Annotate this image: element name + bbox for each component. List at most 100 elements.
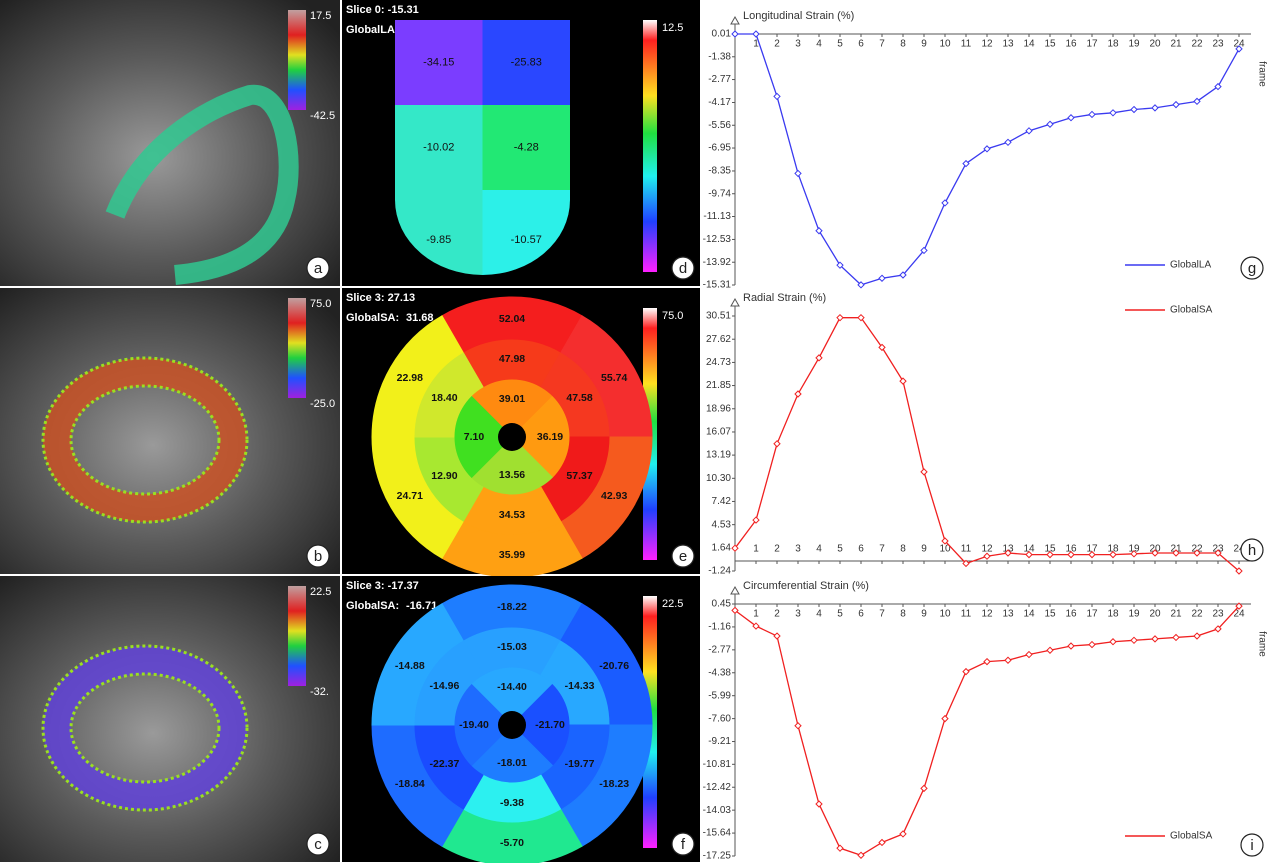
segment-value: -10.57 (511, 234, 542, 246)
x-tick-label: 11 (961, 609, 972, 620)
y-tick-label: 0.01 (712, 29, 732, 40)
x-tick-label: 4 (816, 609, 822, 620)
chart-title: Circumferential Strain (%) (743, 580, 869, 592)
x-tick-label: 9 (921, 39, 927, 50)
x-tick-label: 16 (1065, 609, 1077, 620)
segment-value: 57.37 (566, 470, 592, 482)
x-tick-label: 6 (858, 609, 864, 620)
x-tick-label: 12 (981, 609, 993, 620)
y-tick-label: -15.31 (703, 280, 732, 291)
y-tick-label: -6.95 (708, 143, 731, 154)
panel-label: h (1248, 542, 1256, 559)
chart-title: Radial Strain (%) (743, 292, 826, 304)
x-tick-label: 11 (961, 39, 972, 50)
x-tick-label: 20 (1149, 39, 1161, 50)
y-tick-label: 10.30 (706, 473, 731, 484)
segment-value: -21.70 (535, 719, 565, 731)
x-tick-label: 2 (774, 609, 780, 620)
segment-value: 7.10 (464, 431, 485, 443)
x-tick-label: 15 (1044, 609, 1056, 620)
x-tick-label: 13 (1002, 609, 1014, 620)
legend-label: GlobalSA (1170, 831, 1213, 842)
y-tick-label: -1.16 (708, 622, 731, 633)
y-tick-label: -2.77 (708, 644, 731, 655)
panel-label: g (1248, 260, 1256, 277)
colorbar (288, 586, 306, 686)
segment-value: 35.99 (499, 549, 525, 561)
x-axis-label: frame (1256, 631, 1267, 657)
colorbar-max: 22.5 (310, 586, 331, 598)
slice-label: Slice 3: -17.37 (346, 580, 419, 592)
segment-value: -18.01 (497, 757, 527, 769)
segment-value: -19.77 (565, 758, 595, 770)
legend-label: GlobalLA (1170, 260, 1211, 271)
x-tick-label: 22 (1191, 609, 1203, 620)
x-tick-label: 23 (1212, 609, 1224, 620)
segment-value: -34.15 (423, 56, 454, 68)
y-tick-label: 24.73 (706, 357, 731, 368)
segment-value: -14.33 (565, 680, 595, 692)
x-tick-label: 18 (1107, 609, 1119, 620)
x-tick-label: 9 (921, 609, 927, 620)
y-tick-label: 18.96 (706, 403, 731, 414)
chart-title: Longitudinal Strain (%) (743, 10, 854, 22)
x-tick-label: 14 (1023, 39, 1035, 50)
x-axis-label: frame (1256, 61, 1267, 87)
colorbar (643, 20, 657, 272)
segment-value: -14.40 (497, 681, 527, 693)
colorbar-min: -25.0 (310, 398, 335, 410)
y-tick-label: -15.64 (703, 828, 732, 839)
x-tick-label: 3 (795, 609, 801, 620)
segment-value: -5.70 (500, 837, 524, 849)
segment-value: -9.85 (426, 234, 451, 246)
panel-label: c (314, 836, 322, 853)
x-tick-label: 16 (1065, 39, 1077, 50)
y-tick-label: -9.74 (708, 188, 731, 199)
page: { "images": [ {"label": "a", "colorbar_m… (0, 0, 1282, 863)
x-tick-label: 3 (795, 544, 801, 555)
x-tick-label: 7 (879, 609, 885, 620)
y-tick-label: -8.35 (708, 166, 731, 177)
global-name: GlobalLA: (346, 24, 399, 36)
x-tick-label: 15 (1044, 39, 1056, 50)
panel-label: b (314, 548, 322, 565)
segment-value: 34.53 (499, 509, 525, 521)
y-tick-label: -14.03 (703, 805, 732, 816)
x-tick-label: 8 (900, 39, 906, 50)
segment-value: -19.40 (459, 719, 489, 731)
x-tick-label: 2 (774, 39, 780, 50)
segment-value: -18.84 (395, 778, 425, 790)
panel-label: a (314, 260, 323, 277)
segment-value: -22.37 (430, 758, 460, 770)
y-tick-label: 7.42 (712, 496, 732, 507)
x-tick-label: 2 (774, 544, 780, 555)
segment-value: -18.22 (497, 601, 527, 613)
segment-value: -14.88 (395, 660, 425, 672)
x-tick-label: 4 (816, 39, 822, 50)
y-tick-label: -7.60 (708, 713, 731, 724)
y-tick-label: 16.07 (706, 427, 731, 438)
segment-value: 36.19 (537, 431, 563, 443)
x-tick-label: 4 (816, 544, 822, 555)
segment-value: -25.83 (511, 56, 542, 68)
x-tick-label: 6 (858, 544, 864, 555)
x-tick-label: 1 (753, 544, 759, 555)
x-tick-label: 3 (795, 39, 801, 50)
colorbar-max: 17.5 (310, 10, 331, 22)
segment-value: 13.56 (499, 469, 525, 481)
y-tick-label: -5.99 (708, 690, 731, 701)
colorbar-max: 75.0 (310, 298, 331, 310)
slice-label: Slice 0: -15.31 (346, 4, 419, 16)
global-name: GlobalSA: (346, 312, 399, 324)
global-name: GlobalSA: (346, 600, 399, 612)
center-hole (498, 423, 526, 451)
y-tick-label: 4.53 (712, 519, 732, 530)
x-tick-label: 22 (1191, 39, 1203, 50)
y-tick-label: -17.25 (703, 851, 732, 862)
x-tick-label: 21 (1170, 609, 1182, 620)
segment-value: -20.76 (599, 660, 629, 672)
chart-background (700, 0, 1282, 863)
y-tick-label: -2.77 (708, 74, 731, 85)
colorbar-max: 22.5 (662, 598, 683, 610)
slice-label: Slice 3: 27.13 (346, 292, 415, 304)
